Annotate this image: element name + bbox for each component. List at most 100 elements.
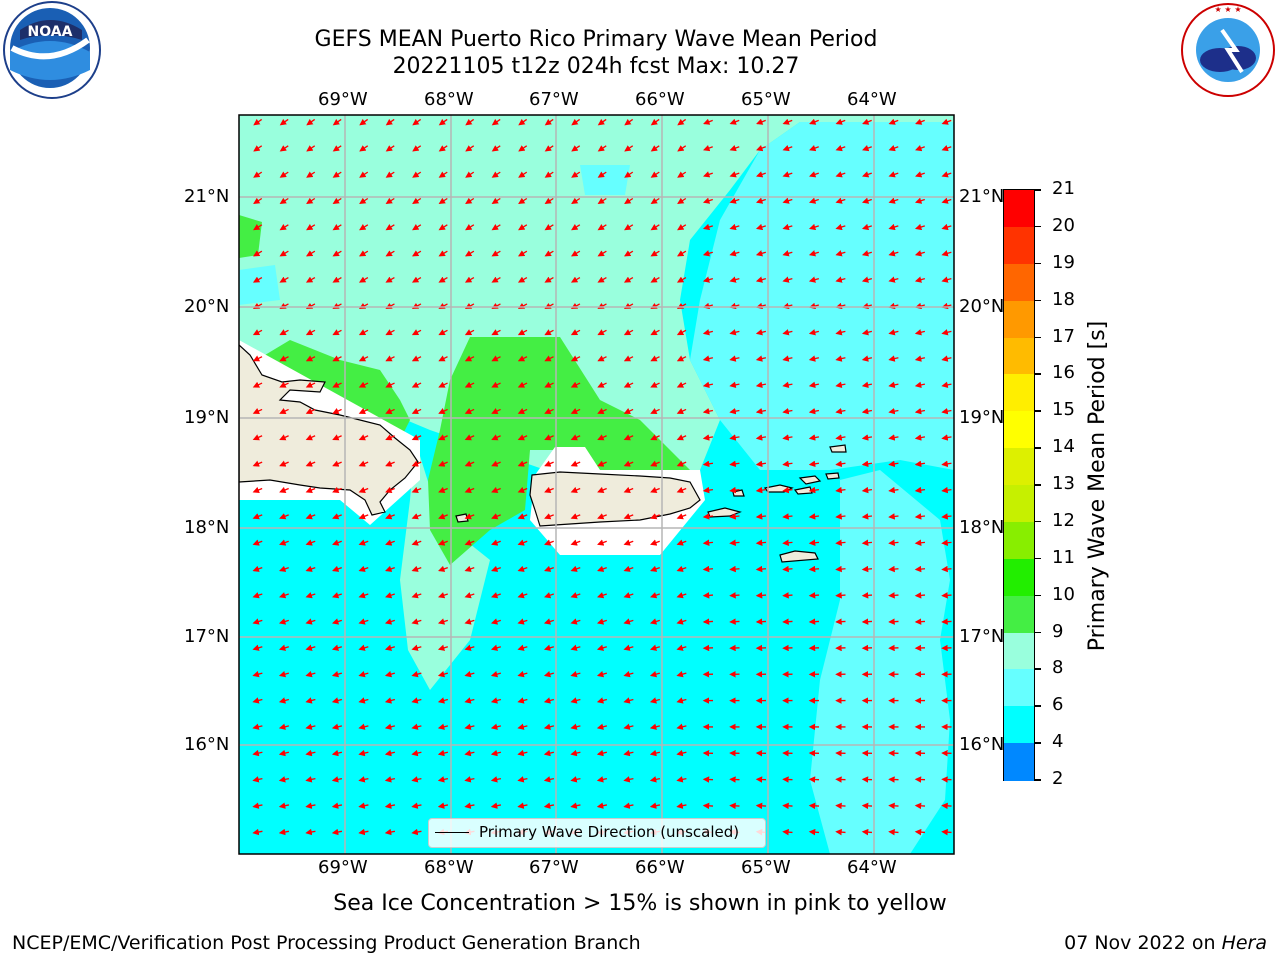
wave-direction-arrow bbox=[888, 381, 899, 389]
wave-direction-arrow bbox=[755, 592, 767, 599]
wave-direction-arrow bbox=[914, 407, 926, 415]
wave-direction-arrow bbox=[597, 118, 607, 126]
wave-direction-arrow bbox=[438, 171, 448, 178]
wave-direction-arrow bbox=[438, 408, 448, 414]
wave-direction-arrow bbox=[623, 460, 634, 467]
wave-direction-arrow bbox=[835, 407, 846, 415]
wave-direction-arrow bbox=[861, 276, 873, 283]
wave-direction-arrow bbox=[544, 145, 554, 152]
wave-direction-arrow bbox=[384, 723, 396, 730]
wave-direction-arrow bbox=[782, 250, 793, 257]
colorbar-tick-mark bbox=[1035, 520, 1041, 523]
wave-direction-arrow bbox=[941, 407, 952, 415]
graticule bbox=[239, 115, 954, 854]
wave-direction-arrow bbox=[782, 513, 793, 520]
wave-direction-arrow bbox=[491, 250, 501, 257]
wave-direction-arrow bbox=[597, 250, 607, 257]
wave-direction-arrow bbox=[729, 592, 740, 599]
colorbar-segment bbox=[1004, 595, 1034, 633]
wave-direction-arrow bbox=[332, 565, 342, 572]
wave-direction-arrow bbox=[358, 565, 369, 572]
wave-direction-arrow bbox=[279, 460, 289, 467]
lat-label-left: 16°N bbox=[184, 734, 230, 755]
wave-direction-arrow bbox=[332, 434, 342, 441]
wave-direction-arrow bbox=[252, 776, 263, 783]
wave-direction-arrow bbox=[384, 592, 395, 599]
wave-direction-arrow bbox=[941, 513, 952, 520]
colorbar-tick-label: 19 bbox=[1052, 251, 1075, 273]
wave-direction-arrow bbox=[252, 250, 263, 257]
wave-direction-arrow bbox=[518, 118, 528, 126]
wave-direction-arrow bbox=[941, 171, 952, 178]
wave-direction-arrow bbox=[464, 618, 475, 625]
wave-direction-arrow bbox=[571, 197, 581, 204]
wave-direction-arrow bbox=[570, 513, 581, 520]
period-zone-9to10-plume bbox=[400, 440, 490, 690]
wave-direction-arrow bbox=[623, 618, 634, 625]
wave-direction-arrow bbox=[729, 223, 740, 231]
wave-direction-arrow bbox=[305, 565, 316, 572]
wave-direction-arrow bbox=[438, 355, 448, 362]
wave-direction-arrow bbox=[464, 513, 475, 520]
wave-direction-arrow bbox=[808, 434, 820, 441]
lon-label-top: 67°W bbox=[529, 89, 579, 110]
wave-direction-arrow bbox=[384, 644, 395, 651]
wave-direction-arrow bbox=[517, 460, 528, 467]
wave-direction-arrow bbox=[570, 697, 581, 704]
wave-direction-arrow bbox=[491, 118, 501, 126]
wave-direction-arrow bbox=[411, 486, 422, 493]
map-frame bbox=[238, 114, 955, 855]
wave-direction-arrow bbox=[464, 434, 475, 441]
wave-direction-arrow bbox=[808, 250, 820, 257]
wave-direction-arrow bbox=[888, 145, 899, 152]
wave-direction-arrow bbox=[649, 802, 661, 809]
wave-direction-arrow bbox=[438, 539, 448, 546]
wave-direction-arrow bbox=[517, 276, 528, 283]
wave-direction-arrow bbox=[729, 381, 740, 389]
wave-direction-arrow bbox=[623, 592, 634, 599]
wave-direction-arrow bbox=[412, 197, 422, 204]
wave-direction-arrow bbox=[756, 145, 766, 152]
wave-direction-arrow bbox=[941, 828, 952, 836]
wave-direction-arrow bbox=[331, 828, 343, 836]
wave-direction-arrow bbox=[279, 145, 289, 152]
colorbar-tick-mark bbox=[1035, 594, 1041, 597]
wave-direction-arrow bbox=[385, 539, 395, 546]
colorbar-segment bbox=[1004, 300, 1034, 338]
wave-direction-arrow bbox=[517, 250, 528, 257]
wave-direction-arrow bbox=[332, 329, 342, 336]
wave-direction-arrow bbox=[941, 460, 952, 468]
wave-direction-arrow bbox=[835, 381, 846, 389]
wave-direction-arrow bbox=[544, 565, 554, 572]
wave-direction-arrow bbox=[385, 381, 395, 388]
wave-direction-arrow bbox=[465, 145, 475, 152]
wave-direction-arrow bbox=[649, 723, 661, 730]
wave-direction-arrow bbox=[411, 618, 422, 625]
wave-direction-arrow bbox=[862, 118, 872, 125]
wave-direction-arrow bbox=[755, 802, 767, 810]
wave-direction-arrow bbox=[914, 381, 926, 389]
lat-label-left: 19°N bbox=[184, 407, 230, 428]
wave-direction-arrow bbox=[411, 670, 422, 678]
wave-direction-arrow bbox=[465, 118, 475, 126]
wave-direction-arrow bbox=[782, 381, 793, 389]
wave-direction-arrow bbox=[570, 408, 581, 414]
wave-direction-arrow bbox=[888, 197, 899, 204]
lon-label-top: 65°W bbox=[741, 89, 791, 110]
wave-direction-arrow bbox=[358, 592, 369, 599]
plot-subtitle: 20221105 t12z 024h fcst Max: 10.27 bbox=[392, 54, 800, 79]
wave-direction-arrow bbox=[941, 802, 952, 810]
wave-direction-arrow bbox=[490, 723, 502, 730]
wave-direction-arrow bbox=[385, 355, 395, 362]
wave-direction-arrow bbox=[305, 408, 316, 414]
wave-direction-arrow bbox=[279, 171, 289, 178]
wave-direction-arrow bbox=[332, 171, 342, 178]
wave-direction-arrow bbox=[915, 118, 925, 125]
wave-direction-arrow bbox=[252, 565, 263, 572]
wave-direction-arrow bbox=[914, 197, 925, 204]
wave-direction-arrow bbox=[809, 171, 819, 178]
wave-direction-arrow bbox=[782, 828, 793, 836]
wave-direction-arrow bbox=[332, 513, 342, 520]
wave-direction-arrow bbox=[464, 802, 475, 809]
wave-direction-arrow bbox=[676, 565, 687, 572]
